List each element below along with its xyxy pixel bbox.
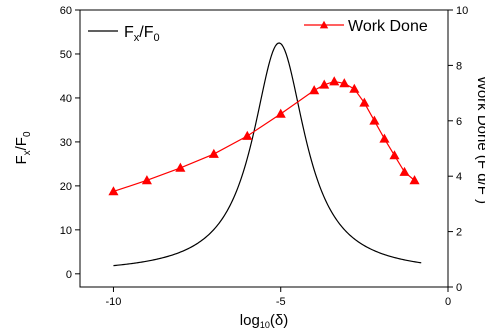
left-tick-label: 20 — [60, 181, 72, 193]
right-tick-label: 6 — [456, 116, 462, 128]
work-done-marker — [399, 166, 410, 176]
x-tick-label: -10 — [106, 296, 122, 308]
series-layer — [108, 42, 422, 267]
series-line-fx-f0 — [113, 42, 422, 267]
work-done-marker — [175, 162, 186, 172]
work-done-marker — [275, 108, 286, 118]
work-done-marker — [349, 83, 360, 93]
x-tick-label: -5 — [276, 296, 286, 308]
right-axis-label: Work Done (F d/F ) — [474, 76, 485, 204]
work-done-marker — [359, 97, 370, 107]
x-tick-label: 0 — [445, 296, 451, 308]
left-tick-label: 60 — [60, 5, 72, 17]
work-done-marker — [389, 150, 400, 160]
right-tick-label: 0 — [456, 282, 462, 294]
work-done-marker — [379, 133, 390, 143]
work-done-marker — [309, 85, 320, 95]
work-done-marker — [108, 186, 119, 196]
work-done-marker — [409, 175, 420, 185]
work-done-marker — [141, 175, 152, 185]
legend-label-work-done: Work Done — [348, 18, 428, 35]
left-axis-label: Fx/F0 — [13, 131, 33, 165]
legend: Fx/F0 Work Done — [88, 18, 428, 44]
right-tick-label: 8 — [456, 60, 462, 72]
x-axis-label: log10(δ) — [240, 312, 288, 330]
legend-marker-work-done — [319, 20, 329, 29]
plot-frame — [79, 9, 449, 288]
series-line-work-done — [113, 80, 415, 193]
left-tick-label: 0 — [66, 269, 72, 281]
left-tick-label: 40 — [60, 93, 72, 105]
work-done-marker — [329, 76, 340, 86]
right-tick-label: 10 — [456, 5, 468, 17]
right-tick-label: 4 — [456, 171, 462, 183]
axis-labels: log10(δ) Fx/F0 Work Done (F d/F ) — [13, 76, 485, 330]
work-done-marker — [319, 79, 330, 89]
work-done-marker — [339, 78, 350, 88]
work-done-marker — [208, 148, 219, 158]
right-tick-label: 2 — [456, 227, 462, 239]
legend-label-fx-f0: Fx/F0 — [124, 24, 160, 44]
left-tick-label: 30 — [60, 137, 72, 149]
left-tick-label: 10 — [60, 225, 72, 237]
work-done-marker — [242, 130, 253, 140]
left-tick-label: 50 — [60, 49, 72, 61]
work-done-marker — [369, 115, 380, 125]
